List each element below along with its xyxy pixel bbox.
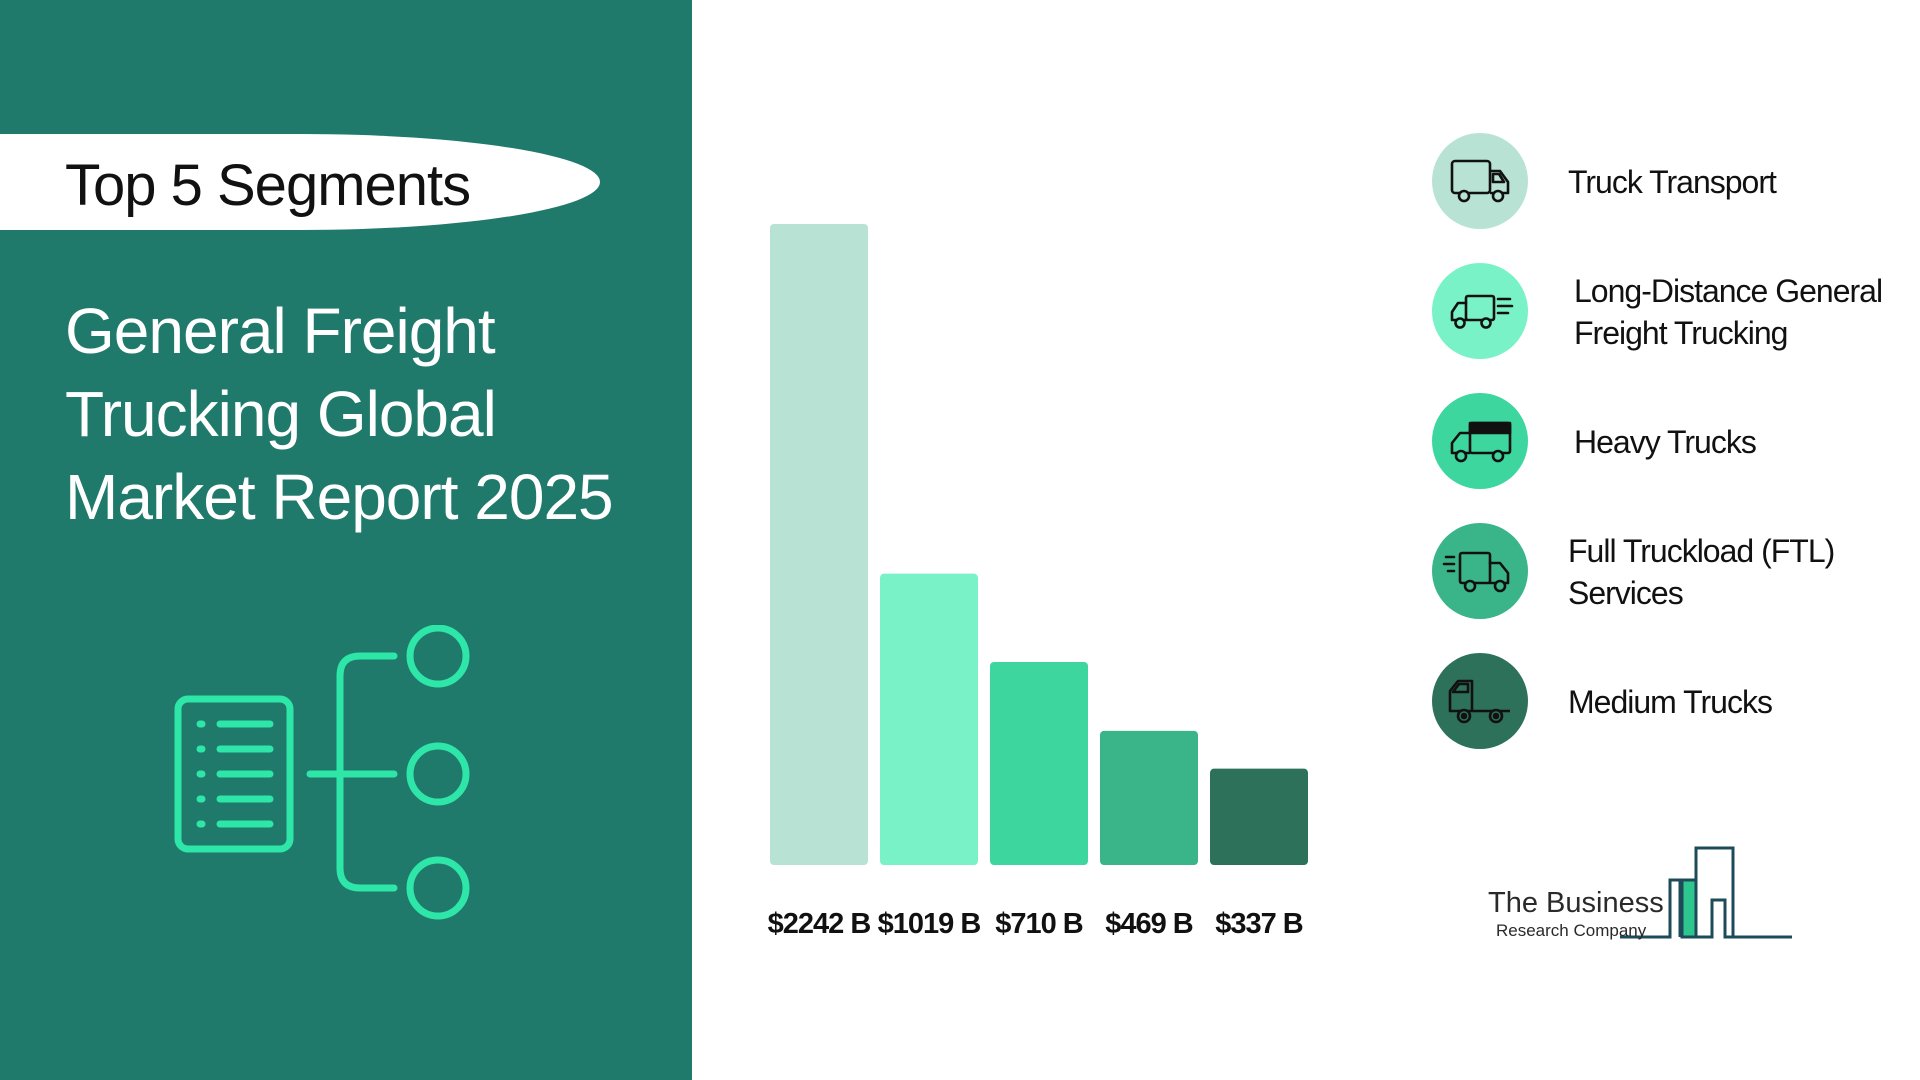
report-title-line: Market Report 2025: [65, 461, 614, 533]
building-logo-icon: [1620, 846, 1792, 939]
bar-value-label: $1019 B: [878, 908, 981, 940]
legend-item-long-distance: Long-Distance General Freight Trucking: [1432, 263, 1912, 361]
bar-2: [880, 573, 978, 865]
legend-label: Medium Trucks: [1568, 681, 1773, 723]
legend-item-medium-trucks: Medium Trucks: [1432, 653, 1912, 751]
medium-truck-icon: [1448, 679, 1510, 724]
legend-swatch: [1432, 523, 1528, 619]
bar-1: [770, 224, 868, 865]
bar-value-label: $710 B: [995, 908, 1083, 940]
legend-label-line: Freight Trucking: [1574, 315, 1788, 351]
bar-5: [1210, 768, 1308, 865]
segment-label: Top 5 Segments: [65, 153, 471, 218]
legend-item-truck-transport: Truck Transport: [1432, 133, 1912, 231]
legend-item-ftl-services: Full Truckload (FTL) Services: [1432, 523, 1912, 621]
box-truck-icon: [1450, 159, 1510, 203]
legend-label-line: Full Truckload (FTL): [1568, 533, 1835, 569]
report-title: General Freight Trucking Global Market R…: [65, 290, 665, 539]
bar-value-label: $337 B: [1215, 908, 1303, 940]
fast-truck-icon: [1450, 294, 1514, 329]
delivery-truck-icon: [1442, 551, 1510, 593]
heavy-truck-icon: [1450, 421, 1512, 463]
logo-line-1: The Business: [1488, 887, 1664, 919]
legend-item-heavy-trucks: Heavy Trucks: [1432, 393, 1912, 491]
legend-swatch: [1432, 133, 1528, 229]
legend-label: Truck Transport: [1568, 161, 1777, 203]
legend-label-line: Services: [1568, 575, 1684, 611]
legend-swatch: [1432, 263, 1528, 359]
report-title-line: Trucking Global: [65, 378, 497, 450]
left-panel: Top 5 Segments General Freight Trucking …: [0, 0, 692, 1080]
segment-pill: Top 5 Segments: [0, 134, 600, 230]
legend-swatch: [1432, 393, 1528, 489]
legend-label: Heavy Trucks: [1574, 421, 1757, 463]
legend-label-line: Medium Trucks: [1568, 684, 1773, 720]
bar-value-label: $469 B: [1105, 908, 1193, 940]
bar-value-label: $2242 B: [768, 908, 871, 940]
bar-chart: $2242 B $1019 B $710 B $469 B $337 B: [768, 224, 1308, 940]
document-tree-icon: [174, 625, 470, 920]
legend-label-line: Truck Transport: [1568, 164, 1777, 200]
legend-label-line: Heavy Trucks: [1574, 424, 1757, 460]
logo-line-2: Research Company: [1496, 921, 1647, 940]
report-title-line: General Freight: [65, 295, 496, 367]
legend-label: Full Truckload (FTL) Services: [1568, 530, 1835, 614]
legend-swatch: [1432, 653, 1528, 749]
legend-label-line: Long-Distance General: [1574, 273, 1883, 309]
bar-3: [990, 662, 1088, 865]
bar-4: [1100, 730, 1198, 865]
legend-label: Long-Distance General Freight Trucking: [1574, 270, 1883, 354]
